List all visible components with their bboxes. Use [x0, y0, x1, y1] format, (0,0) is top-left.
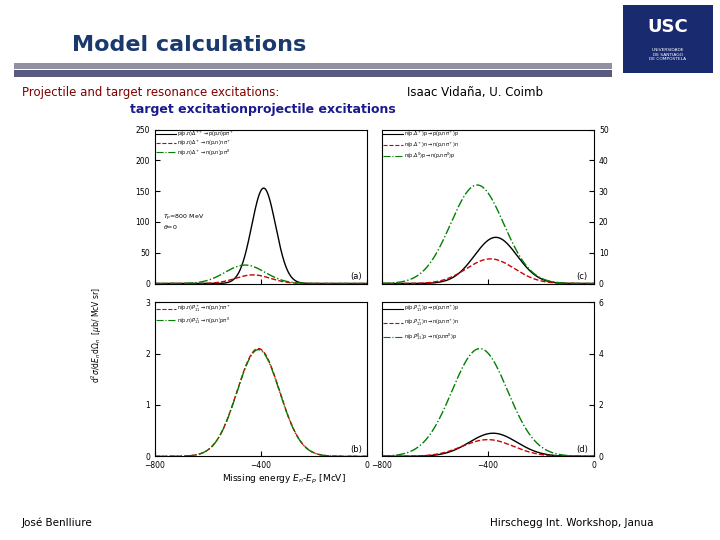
Text: José Benlliure: José Benlliure: [22, 518, 92, 528]
Text: Isaac Vidaña, U. Coimb: Isaac Vidaña, U. Coimb: [407, 86, 543, 99]
Text: projectile excitations: projectile excitations: [248, 103, 396, 116]
Text: n(p,n)$\Delta^+$$\to$n(p,n)n$\pi^+$: n(p,n)$\Delta^+$$\to$n(p,n)n$\pi^+$: [177, 138, 232, 148]
Text: n(p,n)$P_{11}^+$$\to$n(p,n)n$\pi^+$: n(p,n)$P_{11}^+$$\to$n(p,n)n$\pi^+$: [177, 303, 232, 314]
Text: p(p,n)$\Delta^{++}$$\to$p(p,n)p$\pi^+$: p(p,n)$\Delta^{++}$$\to$p(p,n)p$\pi^+$: [177, 129, 235, 139]
Text: (b): (b): [350, 445, 362, 454]
Text: Model calculations: Model calculations: [72, 35, 306, 55]
Text: n(p,$P_{11}^+$)n$\to$n(p,n$\pi^+$)n: n(p,$P_{11}^+$)n$\to$n(p,n$\pi^+$)n: [404, 318, 459, 328]
Text: (c): (c): [577, 272, 588, 281]
Text: USC: USC: [647, 18, 688, 36]
Text: n(p,$P_{11}^0$)p$\to$n(p,n$\pi^0$)p: n(p,$P_{11}^0$)p$\to$n(p,n$\pi^0$)p: [404, 332, 457, 342]
Text: UNIVERSIDADE
DE SANTIAGO
DE COMPOSTELA: UNIVERSIDADE DE SANTIAGO DE COMPOSTELA: [649, 48, 686, 61]
Text: Hirschegg Int. Workshop, Janua: Hirschegg Int. Workshop, Janua: [490, 518, 653, 528]
Text: d$^2\sigma$/d$E_n$d$\Omega_n$  [$\mu$b/ McV sr]: d$^2\sigma$/d$E_n$d$\Omega_n$ [$\mu$b/ M…: [90, 287, 104, 383]
Text: target excitation: target excitation: [130, 103, 248, 116]
Text: p(p,$P_{11}^+$)p$\to$p(p,n$\pi^+$)p: p(p,$P_{11}^+$)p$\to$p(p,n$\pi^+$)p: [404, 303, 459, 314]
Text: n(p,$\Delta^+$)n$\to$n(p,n$\pi^+$)n: n(p,$\Delta^+$)n$\to$n(p,n$\pi^+$)n: [404, 140, 459, 150]
Text: n(p,n)$P_{11}^+$$\to$n(p,n)p$\pi^0$: n(p,n)$P_{11}^+$$\to$n(p,n)p$\pi^0$: [177, 315, 230, 326]
Text: n(p,$\Delta^+$)p$\to$p(p,n$\pi^+$)p: n(p,$\Delta^+$)p$\to$p(p,n$\pi^+$)p: [404, 129, 459, 139]
Text: n(p,n)$\Delta^+$$\to$n(p,n)p$\pi^0$: n(p,n)$\Delta^+$$\to$n(p,n)p$\pi^0$: [177, 147, 230, 158]
Text: n(p,$\Delta^0$)p$\to$n(p,n$\pi^0$)p: n(p,$\Delta^0$)p$\to$n(p,n$\pi^0$)p: [404, 151, 456, 161]
Text: (d): (d): [577, 444, 589, 454]
Text: Projectile and target resonance excitations:: Projectile and target resonance excitati…: [22, 86, 279, 99]
Text: Missing energy $E_n$-$E_p$ [McV]: Missing energy $E_n$-$E_p$ [McV]: [222, 473, 346, 486]
Text: $\theta$=0: $\theta$=0: [163, 224, 177, 231]
Text: $T_p$=800 MeV: $T_p$=800 MeV: [163, 213, 204, 223]
Text: (a): (a): [350, 272, 361, 281]
